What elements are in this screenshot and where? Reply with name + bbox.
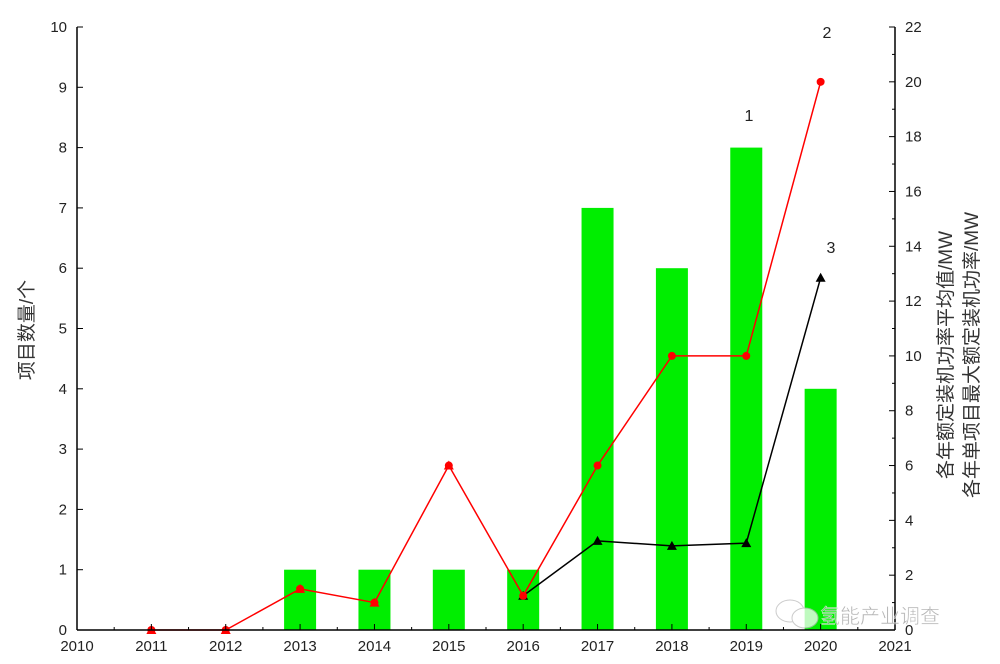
- y-left-tick-label: 4: [59, 381, 67, 398]
- y-right-tick-label: 14: [905, 238, 922, 255]
- point-series-3-2017: [592, 535, 603, 545]
- y-right-tick-label: 16: [905, 183, 922, 200]
- line-series-2: [151, 81, 822, 631]
- bar-2015: [432, 569, 465, 630]
- y-right-tick-label: 20: [905, 74, 922, 91]
- point-series-3-2020: [815, 272, 826, 282]
- bar-2018: [655, 268, 688, 630]
- y-left-tick-label: 10: [50, 19, 67, 36]
- watermark-text: 氢能产业调查: [820, 605, 940, 628]
- y-left-tick-label: 6: [59, 260, 67, 277]
- series-label-1: 1: [745, 108, 754, 125]
- bar-2017: [581, 207, 614, 630]
- point-series-3-2018: [666, 540, 677, 550]
- point-series-2-2013: [296, 584, 305, 593]
- series-label-2: 2: [823, 25, 832, 42]
- x-tick-label: 2015: [432, 638, 465, 655]
- y-right-tick-label: 12: [905, 293, 922, 310]
- y-axis-right-label-2: 各年单项目最大额定装机功率/MW: [961, 212, 983, 498]
- point-series-2-2020: [816, 77, 825, 86]
- point-series-2-2018: [667, 351, 676, 360]
- x-tick-label: 2012: [209, 638, 242, 655]
- y-left-tick-label: 8: [59, 140, 67, 157]
- point-series-2-2016: [519, 591, 528, 600]
- point-series-3-2019: [741, 538, 752, 548]
- y-left-tick-label: 1: [59, 562, 67, 579]
- y-right-tick-label: 6: [905, 458, 913, 475]
- x-tick-label: 2010: [60, 638, 93, 655]
- y-right-tick-label: 8: [905, 403, 913, 420]
- bar-2016: [507, 569, 540, 630]
- x-tick-label: 2018: [655, 638, 688, 655]
- y-right-tick-label: 10: [905, 348, 922, 365]
- x-tick-label: 2013: [283, 638, 316, 655]
- point-series-2-2017: [593, 461, 602, 470]
- series-label-3: 3: [827, 240, 836, 257]
- x-tick-label: 2020: [804, 638, 837, 655]
- y-left-tick-label: 2: [59, 501, 67, 518]
- y-left-tick-label: 0: [59, 622, 67, 639]
- x-tick-label: 2021: [878, 638, 911, 655]
- point-series-2-2014: [370, 598, 379, 607]
- x-tick-label: 2017: [581, 638, 614, 655]
- y-right-tick-label: 0: [905, 622, 913, 639]
- bar-2019: [730, 147, 763, 630]
- x-tick-label: 2016: [506, 638, 539, 655]
- y-axis-left-label: 项目数量/个: [16, 280, 38, 380]
- y-left-tick-label: 7: [59, 200, 67, 217]
- point-series-2-2015: [444, 461, 453, 470]
- y-right-tick-label: 4: [905, 512, 913, 529]
- bar-2020: [804, 388, 837, 630]
- x-tick-label: 2014: [358, 638, 391, 655]
- y-right-tick-label: 18: [905, 129, 922, 146]
- y-right-tick-label: 2: [905, 567, 913, 584]
- x-tick-label: 2019: [730, 638, 763, 655]
- y-left-tick-label: 5: [59, 321, 67, 338]
- x-tick-label: 2011: [135, 638, 167, 655]
- y-left-tick-label: 3: [59, 441, 67, 458]
- y-left-tick-label: 9: [59, 79, 67, 96]
- y-axis-right-label-1: 各年额定装机功率平均值/MW: [935, 231, 957, 479]
- watermark: 氢能产业调查: [775, 599, 940, 629]
- y-right-tick-label: 22: [905, 19, 922, 36]
- bar-2013: [284, 569, 317, 630]
- point-series-2-2019: [742, 351, 751, 360]
